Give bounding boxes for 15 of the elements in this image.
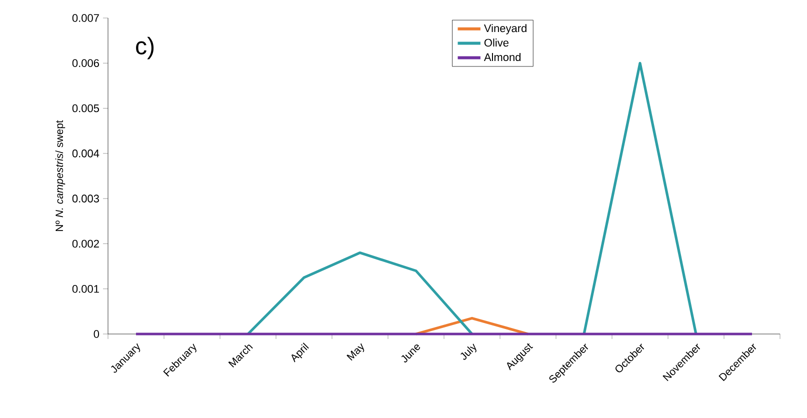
y-tick-label: 0.005 [72,104,100,112]
legend-label: Olive [484,38,508,47]
y-tick-label: 0.001 [72,284,99,293]
y-axis-title: Nº N. campestris/ swept [55,120,66,232]
x-tick-label: July [460,344,476,360]
y-tick-label: 0.002 [72,240,99,248]
y-tick-label: 0.006 [72,59,99,68]
y-tick-label: 0.004 [72,150,100,158]
y-tick-label: 0 [94,330,100,338]
legend-label: Vineyard [484,24,526,34]
legend-label: Almond [484,52,521,62]
text: c) [136,36,154,60]
x-tick-label: May [346,343,364,361]
y-tick-label: 0.003 [72,194,99,202]
y-tick-label: 0.007 [72,14,99,22]
